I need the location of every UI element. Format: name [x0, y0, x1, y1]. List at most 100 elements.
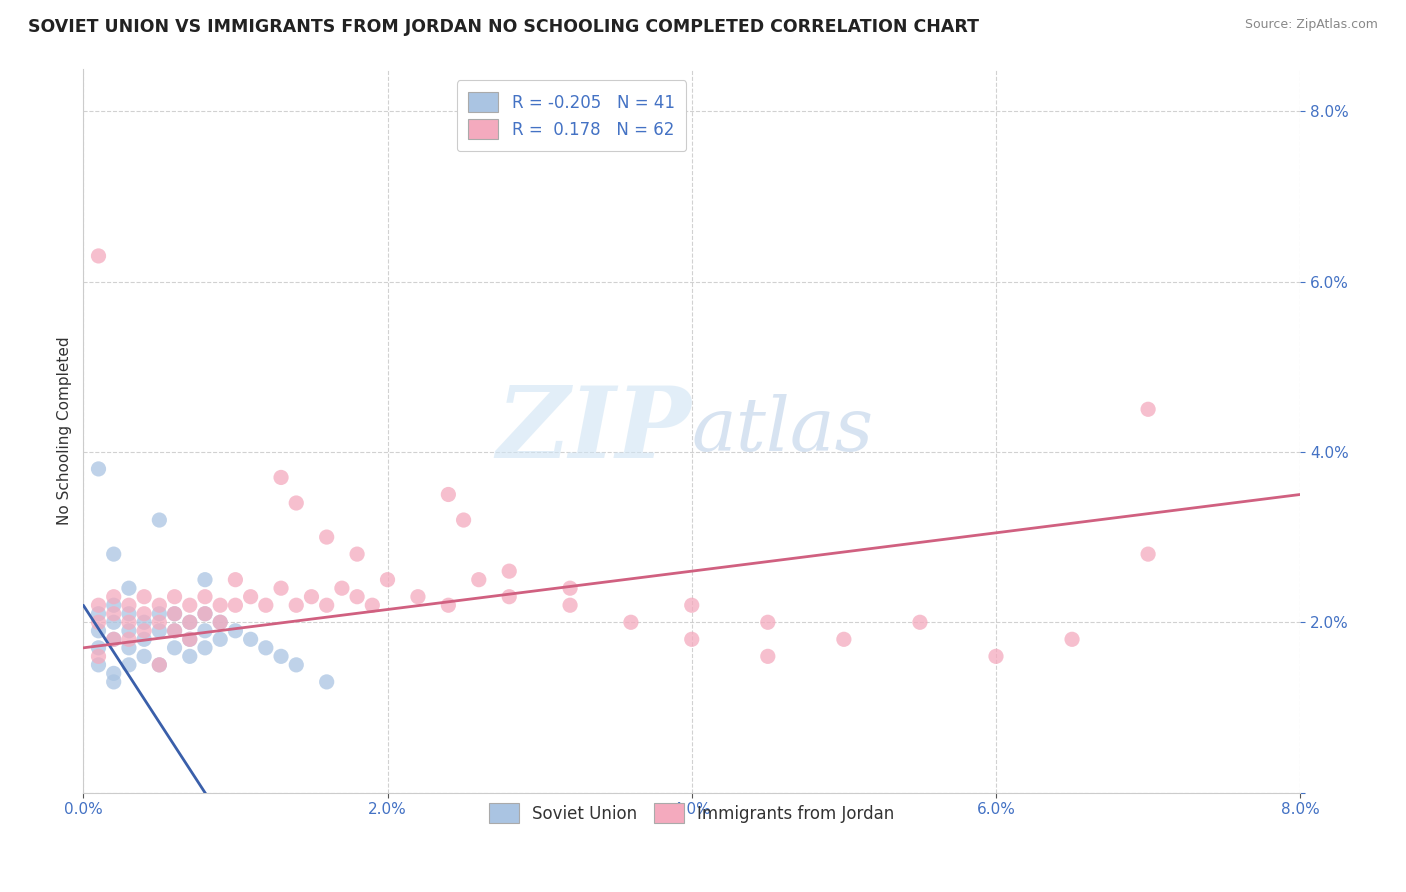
Point — [346, 590, 368, 604]
Point — [179, 615, 201, 630]
Point — [148, 657, 170, 672]
Point — [270, 649, 292, 664]
Point — [285, 599, 308, 613]
Point — [163, 624, 186, 638]
Point — [194, 624, 217, 638]
Point — [103, 674, 125, 689]
Point — [239, 590, 262, 604]
Point — [118, 657, 141, 672]
Point — [346, 547, 368, 561]
Point — [148, 615, 170, 630]
Point — [148, 624, 170, 638]
Point — [558, 581, 581, 595]
Text: SOVIET UNION VS IMMIGRANTS FROM JORDAN NO SCHOOLING COMPLETED CORRELATION CHART: SOVIET UNION VS IMMIGRANTS FROM JORDAN N… — [28, 18, 979, 36]
Point — [179, 632, 201, 647]
Point — [224, 599, 246, 613]
Point — [468, 573, 491, 587]
Point — [163, 590, 186, 604]
Point — [315, 599, 337, 613]
Point — [330, 581, 353, 595]
Point — [209, 615, 232, 630]
Point — [620, 615, 643, 630]
Point — [239, 632, 262, 647]
Point — [209, 632, 232, 647]
Text: ZIP: ZIP — [496, 383, 692, 479]
Point — [209, 599, 232, 613]
Point — [134, 632, 156, 647]
Point — [118, 607, 141, 621]
Point — [270, 470, 292, 484]
Point — [254, 640, 277, 655]
Point — [179, 599, 201, 613]
Point — [103, 599, 125, 613]
Point — [377, 573, 399, 587]
Point — [681, 632, 703, 647]
Point — [209, 615, 232, 630]
Point — [315, 530, 337, 544]
Point — [118, 632, 141, 647]
Point — [285, 657, 308, 672]
Point — [163, 607, 186, 621]
Point — [87, 649, 110, 664]
Point — [87, 624, 110, 638]
Point — [148, 607, 170, 621]
Point — [148, 513, 170, 527]
Point — [163, 607, 186, 621]
Point — [87, 249, 110, 263]
Point — [194, 607, 217, 621]
Point — [194, 590, 217, 604]
Point — [103, 632, 125, 647]
Point — [756, 615, 779, 630]
Point — [87, 607, 110, 621]
Legend: Soviet Union, Immigrants from Jordan: Soviet Union, Immigrants from Jordan — [477, 791, 907, 835]
Text: atlas: atlas — [692, 394, 875, 467]
Point — [224, 624, 246, 638]
Point — [498, 564, 520, 578]
Point — [103, 547, 125, 561]
Point — [87, 599, 110, 613]
Point — [984, 649, 1007, 664]
Point — [285, 496, 308, 510]
Point — [148, 599, 170, 613]
Point — [179, 632, 201, 647]
Point — [103, 590, 125, 604]
Point — [134, 615, 156, 630]
Point — [134, 649, 156, 664]
Point — [118, 640, 141, 655]
Point — [118, 581, 141, 595]
Point — [118, 615, 141, 630]
Point — [179, 615, 201, 630]
Point — [163, 624, 186, 638]
Point — [1137, 402, 1160, 417]
Point — [301, 590, 323, 604]
Point — [406, 590, 429, 604]
Point — [194, 640, 217, 655]
Point — [254, 599, 277, 613]
Point — [453, 513, 475, 527]
Point — [134, 624, 156, 638]
Point — [87, 640, 110, 655]
Point — [87, 615, 110, 630]
Point — [103, 607, 125, 621]
Point — [437, 599, 460, 613]
Y-axis label: No Schooling Completed: No Schooling Completed — [58, 336, 72, 524]
Point — [361, 599, 384, 613]
Point — [1060, 632, 1083, 647]
Point — [118, 599, 141, 613]
Point — [134, 607, 156, 621]
Point — [315, 674, 337, 689]
Point — [270, 581, 292, 595]
Point — [908, 615, 931, 630]
Point — [179, 649, 201, 664]
Point — [437, 487, 460, 501]
Point — [87, 462, 110, 476]
Point — [103, 632, 125, 647]
Point — [832, 632, 855, 647]
Point — [1137, 547, 1160, 561]
Point — [558, 599, 581, 613]
Point — [498, 590, 520, 604]
Point — [224, 573, 246, 587]
Point — [134, 590, 156, 604]
Point — [163, 640, 186, 655]
Text: Source: ZipAtlas.com: Source: ZipAtlas.com — [1244, 18, 1378, 31]
